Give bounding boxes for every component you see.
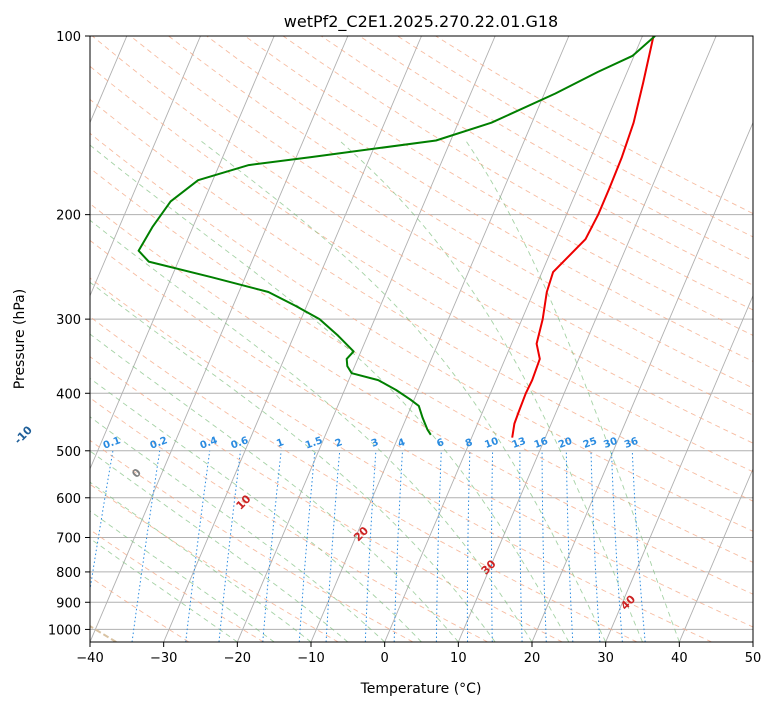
x-tick-label-50: 50 (745, 651, 762, 666)
y-tick-label-1000: 1000 (48, 623, 81, 638)
x-tick-label-30: 30 (597, 651, 614, 666)
y-tick-label-500: 500 (56, 445, 81, 460)
y-tick-label-300: 300 (56, 313, 81, 328)
x-axis-label: Temperature (°C) (360, 681, 482, 697)
y-tick-label-400: 400 (56, 387, 81, 402)
x-tick-label--40: −40 (76, 651, 103, 666)
y-tick-label-700: 700 (56, 532, 81, 547)
x-tick-label-20: 20 (524, 651, 541, 666)
x-tick-label-40: 40 (671, 651, 688, 666)
chart-title: wetPf2_C2E1.2025.270.22.01.G18 (284, 12, 558, 32)
plot-background (90, 36, 753, 642)
x-tick-label--20: −20 (224, 651, 251, 666)
y-tick-label-800: 800 (56, 566, 81, 581)
x-tick-label-0: 0 (381, 651, 389, 666)
x-tick-label-10: 10 (450, 651, 467, 666)
dry-adiabat-label-9: -10 (12, 423, 35, 446)
y-tick-label-900: 900 (56, 596, 81, 611)
isotherm-50 (753, 36, 775, 642)
x-tick-label--10: −10 (297, 651, 324, 666)
y-tick-label-200: 200 (56, 209, 81, 224)
x-tick-label--30: −30 (150, 651, 177, 666)
y-tick-label-600: 600 (56, 492, 81, 507)
y-tick-label-100: 100 (56, 30, 81, 45)
y-axis-label: Pressure (hPa) (12, 289, 28, 389)
